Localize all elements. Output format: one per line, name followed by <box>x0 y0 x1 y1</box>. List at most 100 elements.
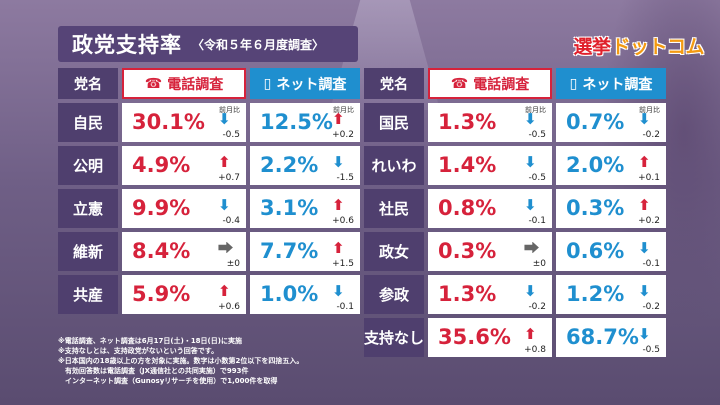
party-name: 国民 <box>364 103 424 142</box>
change-indicator: 前月比 ⬇ -0.5 <box>518 106 546 140</box>
header-net-label: ネット調査 <box>582 76 653 93</box>
change-value: +0.1 <box>638 173 660 183</box>
left-table: 党名 ☎ 電話調査 ▯ ネット調査 自民 30.1% 前月比 ⬇ -0.5 12.5% 前月比 ⬆… <box>58 68 364 318</box>
change-indicator: ⬆ +1.5 <box>326 235 354 270</box>
phone-value: 30.1% <box>132 110 205 134</box>
table-row: 国民 1.3% 前月比 ⬇ -0.5 0.7% 前月比 ⬇ -0.2 <box>364 103 670 142</box>
change-value: -0.5 <box>528 173 546 183</box>
title-banner: 政党支持率 〈令和５年６月度調査〉 <box>58 26 358 62</box>
arrow-up-icon: ⬆ <box>332 196 345 214</box>
arrow-down-icon: ⬇ <box>638 325 651 343</box>
change-indicator: ⬇ -1.5 <box>326 149 354 184</box>
change-indicator: ⬆ +0.1 <box>632 149 660 184</box>
phone-cell: 9.9% ⬇ -0.4 <box>122 189 246 228</box>
page-title: 政党支持率 <box>72 33 182 57</box>
phone-cell: 0.3% ⮕ ±0 <box>428 232 552 271</box>
change-value: -0.4 <box>222 216 240 226</box>
phone-icon: ☎ <box>144 75 163 92</box>
footnotes: ※電話調査、ネット調査は6月17日(土)・18日(日)に実施 ※支持なしとは、支… <box>58 336 358 386</box>
net-cell: 0.7% 前月比 ⬇ -0.2 <box>556 103 666 142</box>
net-value: 68.7% <box>566 325 639 349</box>
phone-value: 8.4% <box>132 239 191 263</box>
net-cell: 0.6% ⬇ -0.1 <box>556 232 666 271</box>
phone-value: 5.9% <box>132 282 191 306</box>
change-value: +0.6 <box>218 302 240 312</box>
phone-value: 1.3% <box>438 282 497 306</box>
change-value: -0.5 <box>222 130 240 140</box>
net-cell: 0.3% ⬆ +0.2 <box>556 189 666 228</box>
arrow-down-icon: ⬇ <box>638 239 651 257</box>
arrow-down-icon: ⬇ <box>638 282 651 300</box>
net-value: 2.2% <box>260 153 319 177</box>
net-value: 1.0% <box>260 282 319 306</box>
change-value: +0.2 <box>638 216 660 226</box>
arrow-down-icon: ⬇ <box>524 196 537 214</box>
header-phone-label: 電話調査 <box>473 76 530 93</box>
net-cell: 12.5% 前月比 ⬆ +0.2 <box>250 103 360 142</box>
net-cell: 68.7% ⬇ -0.5 <box>556 318 666 357</box>
right-header-row: 党名 ☎ 電話調査 ▯ ネット調査 <box>364 68 670 99</box>
footnote: ※電話調査、ネット調査は6月17日(土)・18日(日)に実施 <box>58 337 242 345</box>
change-indicator: ⬇ -0.2 <box>518 278 546 313</box>
logo-text-2: ドットコム <box>611 36 704 58</box>
change-indicator: ⬇ -0.2 <box>632 278 660 313</box>
footnote: インターネット調査（Gunosyリサーチを使用）で1,000件を取得 <box>58 377 278 385</box>
change-value: -0.2 <box>642 302 660 312</box>
net-value: 2.0% <box>566 153 625 177</box>
change-indicator: ⬇ -0.1 <box>632 235 660 270</box>
change-value: +0.2 <box>332 130 354 140</box>
page-subtitle: 〈令和５年６月度調査〉 <box>192 37 325 52</box>
net-value: 7.7% <box>260 239 319 263</box>
phone-cell: 30.1% 前月比 ⬇ -0.5 <box>122 103 246 142</box>
right-rows: 国民 1.3% 前月比 ⬇ -0.5 0.7% 前月比 ⬇ -0.2 れいわ 1.4% ⬇ -0.5 2.… <box>364 103 670 357</box>
change-label: 前月比 <box>639 106 660 114</box>
phone-icon: ☎ <box>450 75 469 92</box>
change-value: +0.8 <box>524 345 546 355</box>
change-value: -0.2 <box>642 130 660 140</box>
net-cell: 1.2% ⬇ -0.2 <box>556 275 666 314</box>
change-label: 前月比 <box>219 106 240 114</box>
arrow-down-icon: ⬇ <box>524 110 537 128</box>
right-table: 党名 ☎ 電話調査 ▯ ネット調査 国民 1.3% 前月比 ⬇ -0.5 0.7% 前月比 ⬇ -0… <box>364 68 670 361</box>
table-row: 公明 4.9% ⬆ +0.7 2.2% ⬇ -1.5 <box>58 146 364 185</box>
phone-cell: 4.9% ⬆ +0.7 <box>122 146 246 185</box>
arrow-down-icon: ⬇ <box>524 153 537 171</box>
net-cell: 1.0% ⬇ -0.1 <box>250 275 360 314</box>
table-row: 支持なし 35.6% ⬆ +0.8 68.7% ⬇ -0.5 <box>364 318 670 357</box>
net-cell: 2.2% ⬇ -1.5 <box>250 146 360 185</box>
arrow-down-icon: ⬇ <box>218 110 231 128</box>
table-row: 立憲 9.9% ⬇ -0.4 3.1% ⬆ +0.6 <box>58 189 364 228</box>
net-value: 0.3% <box>566 196 625 220</box>
smartphone-icon: ▯ <box>263 75 272 92</box>
arrow-up-icon: ⬆ <box>332 110 345 128</box>
arrow-down-icon: ⬇ <box>332 153 345 171</box>
header-phone: ☎ 電話調査 <box>428 68 552 99</box>
change-label: 前月比 <box>525 106 546 114</box>
arrow-up-icon: ⬆ <box>638 196 651 214</box>
arrow-flat-icon: ⮕ <box>218 239 234 257</box>
net-cell: 3.1% ⬆ +0.6 <box>250 189 360 228</box>
change-indicator: ⬇ -0.5 <box>632 321 660 356</box>
change-indicator: ⬆ +0.7 <box>212 149 240 184</box>
change-label: 前月比 <box>333 106 354 114</box>
net-value: 12.5% <box>260 110 333 134</box>
net-value: 0.6% <box>566 239 625 263</box>
party-name: 公明 <box>58 146 118 185</box>
change-indicator: ⬆ +0.2 <box>632 192 660 227</box>
change-indicator: ⮕ ±0 <box>212 235 240 270</box>
change-indicator: ⬆ +0.6 <box>326 192 354 227</box>
logo-text-1: 選挙 <box>573 36 611 58</box>
phone-cell: 8.4% ⮕ ±0 <box>122 232 246 271</box>
arrow-down-icon: ⬇ <box>218 196 231 214</box>
party-name: 維新 <box>58 232 118 271</box>
arrow-up-icon: ⬆ <box>218 153 231 171</box>
phone-value: 35.6% <box>438 325 511 349</box>
left-header-row: 党名 ☎ 電話調査 ▯ ネット調査 <box>58 68 364 99</box>
header-party: 党名 <box>364 68 424 99</box>
change-indicator: ⬇ -0.5 <box>518 149 546 184</box>
smartphone-icon: ▯ <box>569 75 578 92</box>
table-row: 維新 8.4% ⮕ ±0 7.7% ⬆ +1.5 <box>58 232 364 271</box>
phone-cell: 1.3% 前月比 ⬇ -0.5 <box>428 103 552 142</box>
change-indicator: ⬇ -0.4 <box>212 192 240 227</box>
phone-cell: 0.8% ⬇ -0.1 <box>428 189 552 228</box>
